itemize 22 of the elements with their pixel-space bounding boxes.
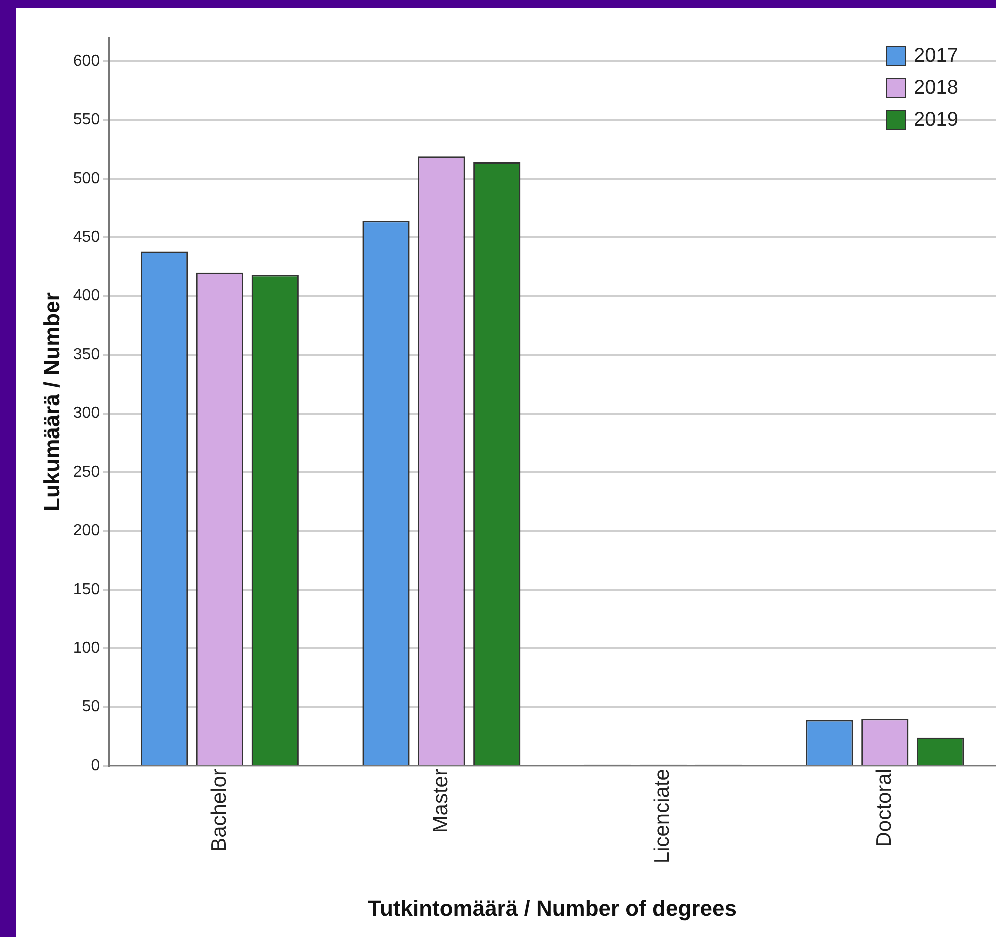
- x-tick-label: Master: [429, 769, 452, 834]
- y-tick-label: 300: [73, 405, 100, 422]
- y-tick-label: 50: [82, 698, 100, 716]
- y-tick-label: 100: [73, 640, 100, 658]
- y-tick-label: 550: [73, 112, 100, 129]
- x-tick-label: Bachelor: [208, 769, 231, 852]
- x-tick-label: Doctoral: [872, 769, 896, 848]
- y-tick-label: 0: [91, 757, 100, 774]
- y-axis-title: Lukumäärä / Number: [39, 292, 64, 512]
- legend-label: 2018: [914, 76, 958, 100]
- legend-label: 2017: [914, 44, 958, 68]
- y-tick-label: 600: [73, 52, 100, 70]
- y-tick-label: 450: [73, 229, 100, 246]
- y-tick-label: 200: [73, 522, 100, 540]
- y-tick-label: 150: [73, 581, 100, 598]
- x-tick-label: Licenciate: [651, 769, 674, 864]
- y-tick-label: 500: [73, 170, 100, 188]
- y-tick-label: 250: [73, 464, 100, 481]
- y-tick-label: 350: [73, 346, 100, 364]
- legend-label: 2019: [914, 108, 958, 132]
- x-axis-title: Tutkintomäärä / Number of degrees: [368, 896, 737, 921]
- y-tick-label: 400: [73, 288, 100, 305]
